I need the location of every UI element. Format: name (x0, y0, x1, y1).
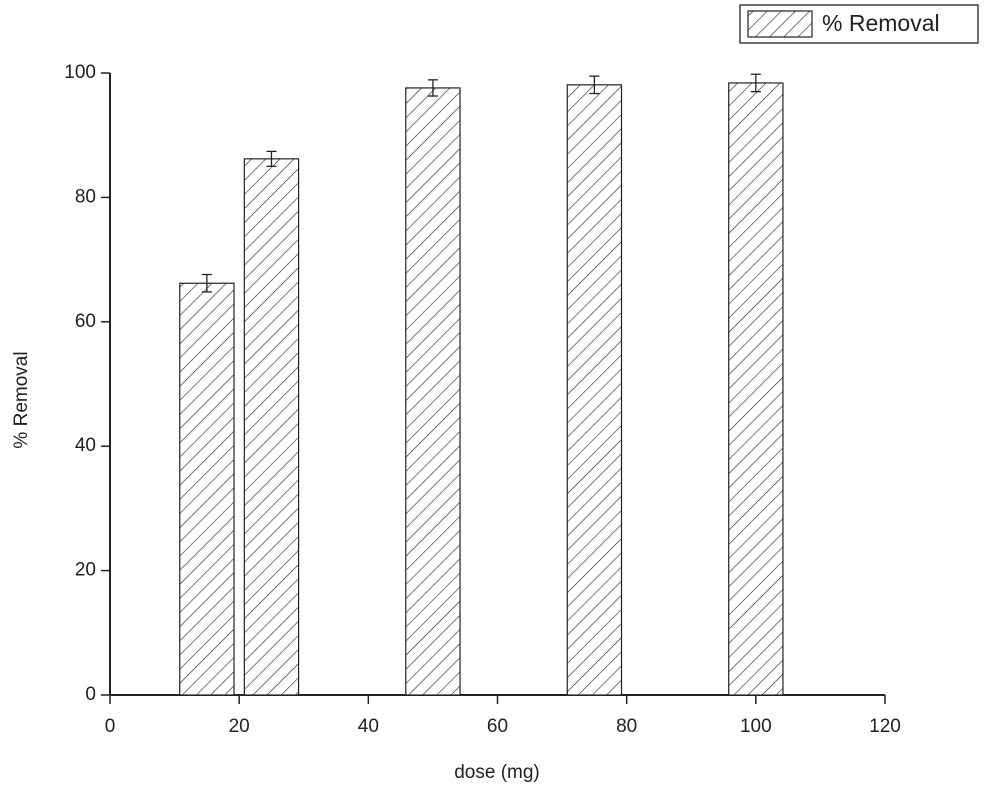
x-tick-label: 0 (105, 716, 116, 737)
y-tick-label: 20 (75, 560, 96, 581)
legend-swatch (747, 10, 813, 38)
error-bar (201, 273, 212, 293)
x-axis-label: dose (mg) (454, 762, 540, 783)
y-tick-label: 80 (75, 186, 96, 207)
y-tick-label: 0 (85, 684, 96, 705)
error-bar (427, 79, 438, 97)
legend-label: % Removal (822, 10, 940, 36)
error-bar (589, 75, 600, 95)
error-bar (266, 150, 277, 167)
x-tick-label: 100 (740, 716, 772, 737)
x-tick-label: 20 (229, 716, 250, 737)
x-tick-label: 80 (616, 716, 637, 737)
error-bar (750, 73, 761, 93)
y-tick-label: 100 (64, 62, 96, 83)
y-tick-label: 60 (75, 311, 96, 332)
y-tick-label: 40 (75, 435, 96, 456)
x-tick-label: 60 (487, 716, 508, 737)
x-tick-label: 40 (358, 716, 379, 737)
bar (405, 87, 461, 696)
x-tick-label: 120 (869, 716, 901, 737)
bar (566, 84, 623, 696)
bar (179, 282, 235, 696)
bar (728, 82, 784, 696)
y-axis-label: % Removal (11, 351, 32, 448)
bar (243, 158, 300, 696)
